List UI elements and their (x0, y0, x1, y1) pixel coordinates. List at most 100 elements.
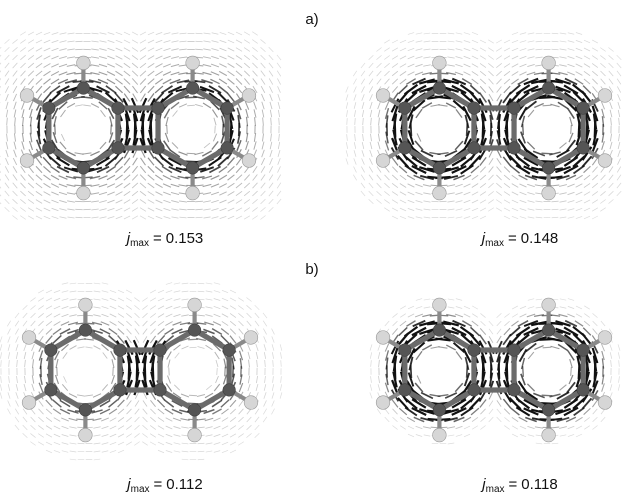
current-arrow (0, 336, 2, 342)
current-arrow (23, 417, 27, 422)
current-arrow (535, 201, 542, 202)
current-arrow (148, 208, 154, 211)
current-arrow (480, 79, 486, 84)
current-arrow (480, 426, 485, 430)
current-arrow (214, 434, 221, 436)
current-arrow (480, 216, 486, 219)
current-arrow (480, 208, 486, 211)
current-arrow (512, 192, 518, 195)
carbon-atom (188, 404, 201, 417)
current-arrow (230, 417, 236, 421)
current-arrow (222, 290, 228, 292)
current-arrow (36, 40, 42, 43)
current-arrow (280, 344, 282, 350)
current-arrow (110, 442, 116, 444)
current-arrow (102, 426, 109, 428)
current-arrow (158, 314, 164, 318)
current-arrow (166, 442, 172, 444)
caption: jmax=0.153 (125, 230, 204, 249)
current-arrow (523, 124, 524, 135)
current-arrow (370, 392, 372, 398)
current-arrow (354, 142, 355, 149)
current-arrow (143, 417, 148, 422)
current-arrow (384, 200, 389, 204)
current-arrow (108, 48, 115, 50)
current-arrow (36, 32, 42, 35)
current-arrow (609, 71, 614, 76)
current-arrow (261, 183, 265, 188)
current-arrow (54, 426, 60, 429)
current-arrow (384, 183, 389, 188)
current-arrow (182, 451, 189, 452)
current-arrow (236, 71, 242, 76)
current-arrow (560, 33, 567, 34)
current-arrow (93, 427, 100, 428)
carbon-atom (43, 102, 56, 115)
current-arrow (472, 216, 478, 218)
current-arrow (134, 305, 139, 309)
relation: = (153, 230, 162, 247)
current-arrow (5, 199, 10, 204)
current-arrow (219, 175, 227, 180)
current-arrow (504, 56, 510, 60)
current-arrow (408, 64, 415, 67)
panel-label: b) (305, 261, 318, 278)
current-arrow (156, 48, 163, 51)
current-arrow (150, 417, 155, 422)
carbon-atom (223, 344, 236, 357)
current-arrow (423, 65, 430, 66)
current-arrow (543, 105, 552, 106)
current-arrow (156, 32, 162, 34)
current-arrow (59, 209, 66, 211)
current-arrow (467, 365, 468, 377)
current-arrow (472, 208, 478, 211)
current-arrow (164, 208, 171, 210)
current-arrow (23, 425, 28, 430)
current-arrow (346, 142, 347, 149)
current-arrow (75, 153, 84, 155)
current-arrow (0, 352, 1, 358)
current-arrow (384, 71, 389, 76)
current-arrow (408, 314, 414, 317)
current-arrow (448, 307, 455, 308)
current-arrow (31, 425, 36, 430)
current-arrow (28, 40, 34, 44)
current-arrow (116, 208, 123, 211)
current-arrow (112, 375, 115, 384)
current-arrow (59, 184, 67, 187)
current-arrow (576, 40, 582, 42)
current-arrow (124, 40, 130, 43)
current-arrow (51, 184, 59, 188)
current-arrow (8, 384, 10, 391)
carbon-atom (221, 102, 234, 115)
current-arrow (91, 65, 99, 67)
current-arrow (536, 209, 543, 210)
current-arrow (415, 141, 423, 150)
current-arrow (489, 167, 494, 173)
current-arrow (523, 366, 524, 377)
current-arrow (528, 217, 535, 218)
current-arrow (140, 175, 146, 181)
current-arrow (392, 313, 397, 317)
current-arrow (60, 217, 67, 219)
current-arrow (195, 217, 202, 218)
current-arrow (392, 48, 398, 51)
current-arrow (520, 56, 527, 58)
current-arrow (5, 175, 9, 181)
current-arrow (568, 56, 575, 58)
current-arrow (593, 329, 598, 335)
current-arrow (236, 79, 242, 85)
hydrogen-atom (186, 186, 200, 200)
current-arrow (134, 433, 139, 437)
current-arrow (69, 394, 77, 398)
current-arrow (116, 56, 123, 59)
current-arrow (132, 86, 137, 93)
current-arrow (592, 167, 597, 173)
current-arrow (512, 417, 518, 421)
current-arrow (5, 63, 9, 68)
current-arrow (132, 216, 138, 219)
current-arrow (489, 158, 493, 165)
current-arrow (175, 353, 180, 359)
current-arrow (584, 71, 590, 75)
current-arrow (116, 200, 123, 203)
